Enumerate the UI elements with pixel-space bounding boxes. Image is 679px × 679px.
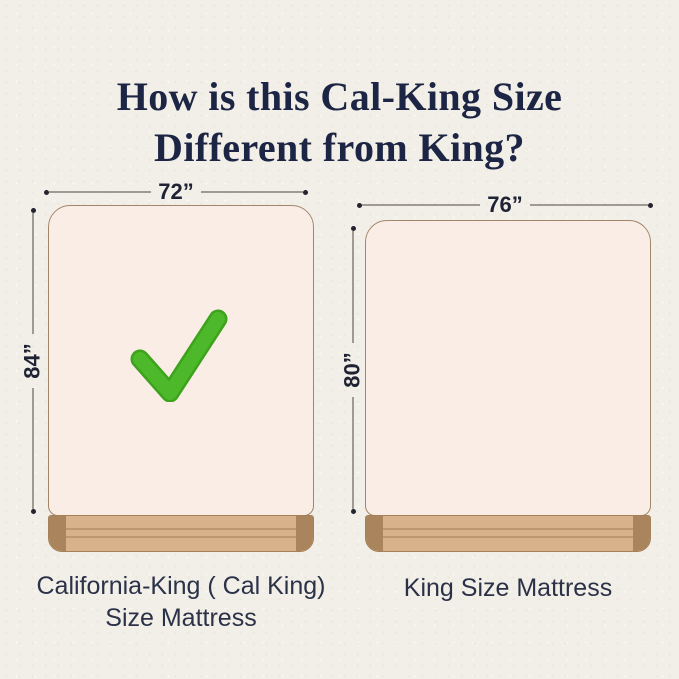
cal-king-width-label: 72” (158, 179, 194, 204)
king-height-label: 80” (340, 343, 366, 397)
base-right-edge (633, 516, 650, 551)
king-width-label: 76” (487, 192, 523, 217)
dimension-endpoint-dot (30, 208, 36, 213)
dimension-endpoint-dot (648, 202, 654, 208)
base-left-edge (49, 516, 66, 551)
dimension-line (32, 388, 34, 509)
dimension-line (200, 191, 304, 193)
king-height-label-text: 80” (340, 352, 366, 388)
cal-king-caption-line-1: California-King ( Cal King) (36, 572, 326, 600)
dimension-endpoint-dot (303, 189, 309, 195)
king-caption: King Size Mattress (361, 572, 655, 604)
dimension-line (352, 397, 354, 509)
king-mattress-base (365, 515, 651, 552)
cal-king-height-label: 84” (20, 334, 46, 388)
cal-king-caption-line-2: Size Mattress (105, 604, 257, 632)
base-right-edge (296, 516, 313, 551)
cal-king-mattress-top (48, 205, 314, 516)
dimension-line (32, 213, 34, 334)
cal-king-mattress-base (48, 515, 314, 552)
dimension-endpoint-dot (350, 509, 356, 514)
title-line-2: Different from King? (154, 124, 525, 170)
base-seam-line (66, 536, 296, 538)
cal-king-width-dimension: 72” (44, 179, 309, 204)
dimension-endpoint-dot (44, 189, 49, 195)
dimension-endpoint-dot (30, 509, 36, 514)
dimension-endpoint-dot (357, 202, 362, 208)
page-title: How is this Cal-King Size Different from… (0, 71, 679, 173)
dimension-endpoint-dot (350, 226, 356, 231)
dimension-line (49, 191, 152, 193)
base-seam-line (66, 528, 296, 530)
green-checkmark-icon (130, 309, 228, 402)
dimension-line (362, 204, 481, 206)
king-height-dimension: 80” (340, 226, 366, 514)
cal-king-caption: California-King ( Cal King) Size Mattres… (6, 570, 356, 634)
dimension-line (352, 231, 354, 343)
king-caption-line-1: King Size Mattress (403, 574, 613, 602)
king-mattress-top (365, 220, 651, 516)
cal-king-height-dimension: 84” (20, 208, 46, 514)
base-seam-line (383, 536, 633, 538)
dimension-line (529, 204, 649, 206)
base-left-edge (366, 516, 383, 551)
title-line-1: How is this Cal-King Size (116, 73, 563, 119)
base-seam-line (383, 528, 633, 530)
cal-king-height-label-text: 84” (20, 343, 46, 379)
king-width-dimension: 76” (357, 192, 654, 217)
